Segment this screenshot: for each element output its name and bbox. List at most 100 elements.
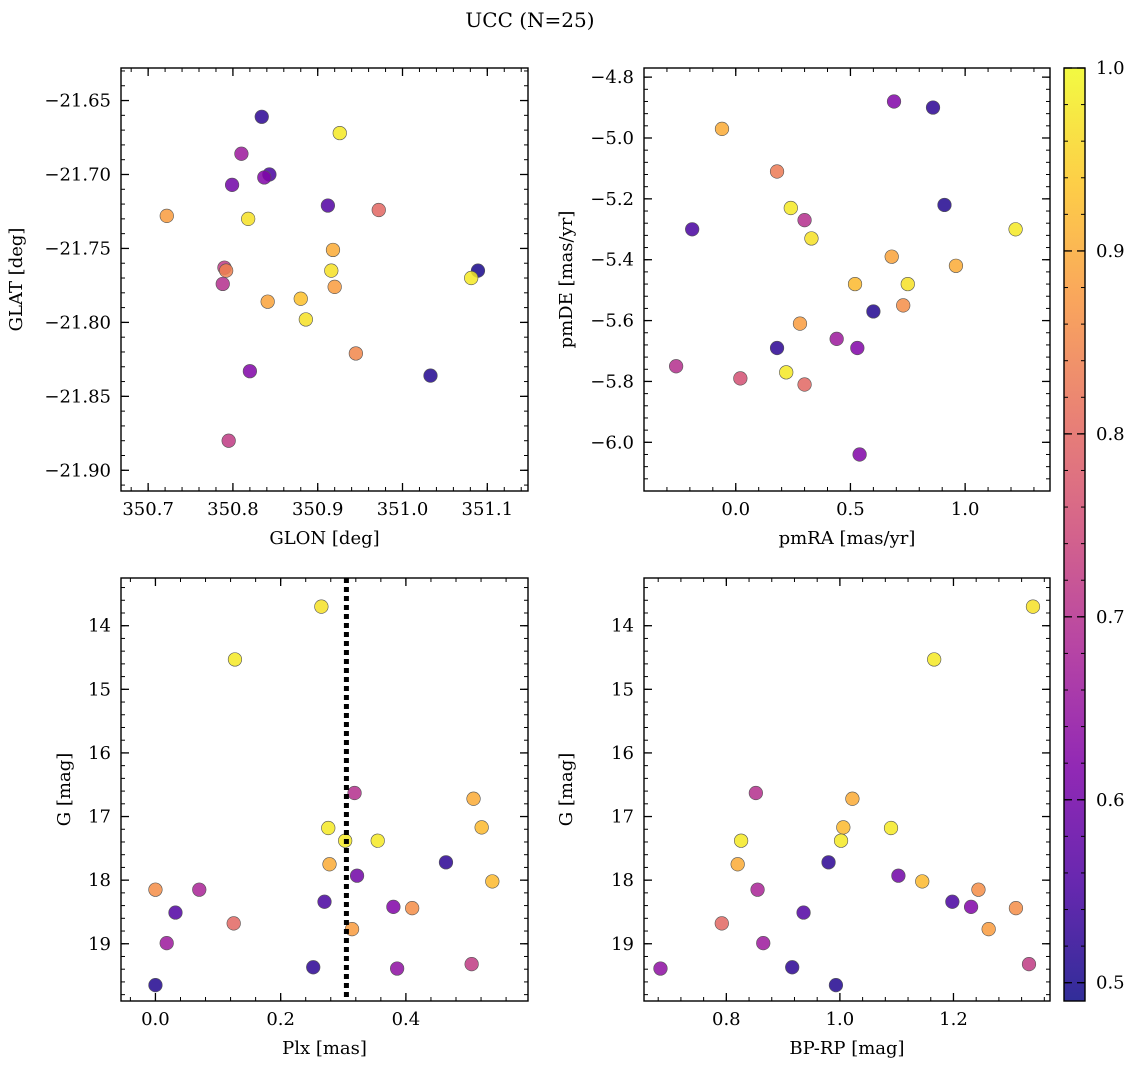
scatter-points: [669, 94, 1023, 462]
y-tick-label: −21.70: [44, 164, 111, 185]
scatter-point: [850, 340, 865, 356]
scatter-point: [852, 447, 867, 462]
y-tick-label: −6.0: [590, 432, 634, 453]
colorbar-tick-label: 1.0: [1096, 58, 1125, 79]
scatter-point: [845, 791, 860, 806]
scatter-point: [769, 164, 785, 179]
scatter-point: [234, 146, 249, 161]
scatter-point: [756, 936, 771, 951]
scatter-point: [320, 198, 335, 213]
y-tick-label: −5.6: [590, 311, 634, 332]
y-tick-label: 18: [88, 870, 111, 891]
x-tick-label: 350.7: [122, 499, 174, 520]
colorbar: 0.5 0.6 0.7 0.8 0.9 1.0: [1063, 58, 1125, 1002]
scatter-point: [847, 276, 863, 292]
panel-pmra-pmde: 0.0 0.5 1.0 −4.8 −5.0 −5.2 −5.4 −5.6 −5.8 −6.0 pmR…: [556, 67, 1051, 549]
y-tick-label: 16: [88, 743, 111, 764]
scatter-point: [371, 202, 386, 218]
y-tick-label: 16: [611, 743, 634, 764]
scatter-point: [386, 899, 401, 914]
scatter-point: [215, 276, 230, 292]
scatter-point: [464, 957, 479, 972]
panel-ticks: 350.7 350.8 350.9 351.0 351.1 −21.65 −21.70 −21…: [44, 68, 528, 520]
scatter-point: [796, 905, 811, 920]
scatter-point: [971, 882, 986, 897]
y-tick-label: 15: [611, 679, 634, 700]
scatter-point: [886, 94, 902, 109]
scatter-point: [485, 874, 500, 889]
figure-title: UCC (N=25): [465, 8, 594, 32]
scatter-point: [714, 916, 729, 931]
scatter-points: [148, 599, 500, 993]
y-tick-label: 17: [88, 807, 111, 828]
panel-ticks: 0.8 1.0 1.2 14 15 16 17 18 19: [611, 578, 1050, 1030]
colorbar-frame: [1063, 67, 1086, 1002]
x-tick-label: 0.4: [392, 1009, 421, 1030]
scatter-point: [390, 961, 405, 976]
colorbar-gradient: [1064, 68, 1085, 1001]
axes-frame: [643, 67, 1051, 492]
y-tick-label: −5.4: [590, 250, 634, 271]
scatter-point: [891, 868, 906, 883]
scatter-point: [937, 197, 952, 213]
x-tick-label: 350.8: [207, 499, 259, 520]
scatter-points: [159, 109, 486, 448]
x-tick-label: 350.9: [292, 499, 344, 520]
scatter-point: [148, 882, 163, 897]
scatter-point: [1021, 957, 1037, 972]
scatter-point: [797, 213, 812, 228]
scatter-point: [963, 899, 979, 914]
scatter-point: [332, 125, 347, 141]
scatter-point: [948, 258, 964, 273]
panels: 350.7 350.8 350.9 351.0 351.1 −21.65 −21.70 −21…: [6, 67, 1051, 1059]
scatter-point: [349, 868, 365, 883]
scatter-point: [669, 359, 684, 374]
x-axis-label: BP-RP [mag]: [789, 1038, 904, 1059]
scatter-point: [254, 109, 269, 124]
scatter-point: [945, 894, 960, 909]
scatter-point: [884, 249, 899, 264]
scatter-point: [322, 857, 337, 872]
scatter-point: [466, 791, 481, 806]
colorbar-ticks: 0.5 0.6 0.7 0.8 0.9 1.0: [1064, 58, 1125, 994]
scatter-point: [306, 960, 321, 975]
y-axis-label: G [mag]: [556, 753, 577, 826]
x-tick-label: 0.0: [721, 499, 750, 520]
axes-frame: [120, 67, 529, 492]
y-tick-label: −21.90: [44, 460, 111, 481]
colorbar-tick-label: 0.6: [1096, 790, 1125, 811]
axes-frame: [643, 577, 1051, 1002]
scatter-point: [325, 242, 341, 258]
y-tick-label: −5.0: [590, 128, 634, 149]
scatter-point: [915, 874, 930, 889]
scatter-point: [769, 340, 785, 356]
scatter-point: [226, 916, 241, 931]
scatter-point: [324, 263, 339, 278]
scatter-point: [347, 785, 362, 801]
y-tick-label: −21.80: [44, 312, 111, 333]
scatter-point: [257, 170, 272, 185]
colorbar-tick-label: 0.5: [1096, 973, 1125, 994]
scatter-point: [828, 977, 844, 993]
y-tick-label: 17: [611, 807, 634, 828]
x-tick-label: 1.0: [826, 1009, 855, 1030]
scatter-point: [148, 977, 163, 993]
colorbar-tick-label: 0.8: [1096, 424, 1125, 445]
scatter-point: [779, 365, 794, 380]
scatter-point: [733, 833, 749, 848]
y-axis-label: GLAT [deg]: [6, 228, 27, 332]
y-tick-label: 19: [611, 934, 634, 955]
colorbar-tick-label: 0.9: [1096, 241, 1125, 262]
scatter-point: [219, 263, 234, 278]
scatter-point: [883, 820, 899, 836]
y-tick-label: −5.8: [590, 371, 634, 392]
scatter-point: [896, 298, 911, 313]
scatter-point: [405, 901, 420, 916]
panel-plx-g: 0.0 0.2 0.4 14 15 16 17 18 19 Plx [mas] G [mag]: [54, 577, 529, 1059]
y-axis-label: pmDE [mas/yr]: [556, 211, 577, 349]
x-axis-label: GLON [deg]: [269, 528, 379, 549]
y-tick-label: 14: [611, 616, 634, 637]
scatter-point: [833, 833, 849, 848]
x-tick-label: 0.0: [141, 1009, 170, 1030]
